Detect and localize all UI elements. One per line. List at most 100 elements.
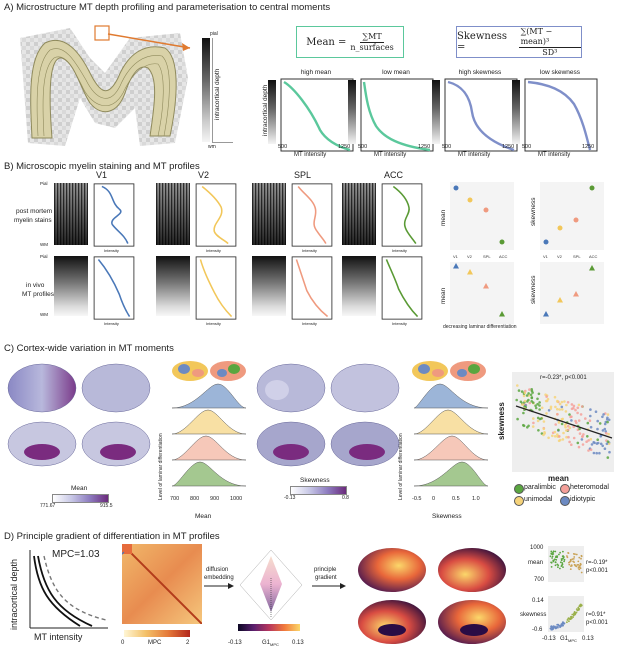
c-scatter-point: [534, 404, 537, 407]
d-mean-point: [572, 553, 575, 555]
c-scatter-point: [556, 399, 559, 403]
c-scatter-point: [557, 428, 560, 432]
c-scatter-point: [567, 435, 570, 439]
a-xtick-min-2: 500: [442, 144, 452, 150]
c-scatter-point: [540, 406, 544, 410]
arrow2-label-1: principle: [314, 567, 337, 573]
b-scatter-xtick-skew-2: SPL: [573, 254, 581, 259]
c-scatter-point: [603, 422, 607, 426]
legend-label-unimodal: unimodal: [524, 496, 553, 503]
a-xtick-min-0: 500: [278, 144, 288, 150]
b-mean-tri-0: [453, 263, 459, 269]
ridge-skew-ylabel: Level of laminar differentiation: [398, 433, 404, 500]
d-skew-point: [570, 615, 573, 618]
arrow2-icon: [312, 583, 346, 589]
d-profile-ylabel: intracortical depth: [9, 558, 19, 630]
b-scatter-mean-label-1: mean: [440, 209, 447, 226]
c-scatter-point: [587, 439, 590, 442]
depth-colorbar-frame: [212, 38, 233, 143]
c-scatter-point: [586, 435, 589, 438]
c-scatter-point: [576, 411, 579, 415]
b-scatter-mean-label-2: mean: [440, 287, 447, 304]
d-mean-point: [550, 550, 553, 553]
b-mt-profile-1: [195, 256, 237, 320]
c-scatter-point: [565, 435, 568, 439]
d-mean-point: [554, 564, 557, 567]
d-skew-point: [559, 624, 561, 627]
c-scatter-point: [577, 445, 581, 449]
c-scatter-point: [542, 433, 545, 437]
c-scatter-point: [553, 430, 557, 434]
c-scatter-point: [595, 451, 598, 455]
mean-colorbar-label: Mean: [71, 485, 88, 492]
legend-label-idiotypic: idiotypic: [570, 496, 596, 503]
b-skew-tri-3: [589, 265, 595, 271]
c-scatter-point: [530, 396, 534, 399]
g1-cbar-max: 0.13: [292, 640, 304, 646]
c-scatter-point: [580, 438, 584, 441]
c-scatter-point: [553, 395, 557, 399]
b-stain-profile-0: [93, 183, 135, 247]
c-scatter-point: [589, 448, 593, 451]
mean-formula-den: n_surfaces: [350, 42, 394, 52]
c-scatter-point: [601, 415, 604, 419]
b-pial-r1: Pial: [40, 181, 48, 186]
ridge-skew-tick-3: 1.0: [472, 496, 480, 502]
d-mean-point: [554, 561, 557, 564]
colorbar-wm-label: wm: [208, 144, 216, 150]
d-scatter-xmin: -0.13: [542, 636, 556, 642]
a-xlabel-3: MT intensity: [538, 152, 571, 158]
b-skew-dot-0: [543, 239, 549, 245]
c-scatter-point: [572, 436, 576, 440]
c-scatter-point: [560, 400, 564, 404]
d-mean-point: [550, 561, 553, 564]
d-skew-point: [571, 613, 574, 616]
d-mean-ylabel: mean: [528, 560, 544, 566]
b-mean-tri-3: [499, 311, 505, 317]
mean-formula: Mean = ∑MT n_surfaces: [296, 26, 404, 58]
arrow1-icon: [204, 583, 234, 589]
b-intensity-r2-1: Intensity: [206, 321, 221, 326]
ridge-skew-tick-1: 0: [432, 496, 436, 502]
row1-label-1: post mortem: [16, 208, 53, 215]
c-scatter-point: [558, 402, 562, 406]
legend-swatch-unimodal: [514, 496, 524, 506]
d-skew-point: [566, 621, 568, 624]
d-skew-point: [575, 611, 578, 614]
c-scatter-point: [553, 435, 557, 438]
c-scatter-point: [527, 392, 530, 395]
c-scatter-point: [588, 419, 592, 422]
mean-formula-lhs: Mean =: [306, 36, 347, 48]
c-scatter-point: [570, 419, 573, 422]
c-scatter-point: [540, 417, 543, 420]
c-scatter-point: [585, 440, 588, 443]
c-scatter-point: [572, 406, 575, 410]
b-region-title-3: ACC: [384, 170, 404, 180]
d-mean-point: [556, 555, 559, 558]
d-skew-point: [569, 618, 571, 621]
c-scatter-point: [516, 417, 519, 421]
c-scatter-point: [577, 403, 581, 407]
d-mean-point: [579, 567, 582, 570]
skew-colorbar-min: -0.13: [284, 495, 296, 501]
legend-swatch-paralimbic: [514, 484, 524, 494]
ridge-mean-xlabel: Mean: [195, 513, 212, 520]
ridge-skew-tick-2: 0.5: [452, 496, 460, 502]
skew-formula-lhs: Skewness =: [457, 31, 508, 53]
c-scatter-point: [556, 407, 559, 411]
b-wm-r1: WM: [40, 242, 48, 247]
c-scatter-point: [561, 438, 565, 441]
c-scatter-point: [558, 438, 562, 442]
d-mean-point: [554, 550, 557, 553]
skew-ridge-3: [413, 461, 489, 487]
d-skew-point: [567, 618, 569, 620]
d-mean-point: [578, 566, 580, 568]
c-scatter-point: [521, 403, 524, 406]
g1-colorbar: [238, 624, 300, 631]
c-scatter-point: [606, 413, 610, 416]
mean-formula-num: ∑MT: [360, 31, 384, 43]
ridge-mean-tick-3: 1000: [230, 496, 243, 502]
d-profile-plot: [29, 550, 108, 629]
embedding-diamond: [239, 549, 303, 621]
d-mean-point: [561, 562, 564, 564]
